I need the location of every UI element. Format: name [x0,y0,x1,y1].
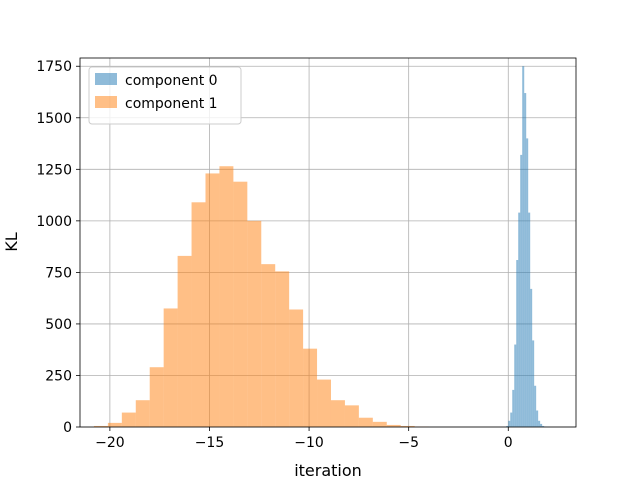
histogram-bar [506,425,509,427]
histogram-bar [330,400,345,427]
x-tick-label: −15 [195,435,225,451]
histogram-bar [524,93,527,428]
histogram-bar [512,389,515,427]
axis-ticks: −20 −15 −10 −5 0 0 250 500 750 1000 1250 1500 1750 [36,59,512,451]
y-tick-label: 1000 [36,214,72,230]
histogram-bar [205,173,220,427]
histogram-bar [536,410,539,427]
y-tick-label: 750 [45,265,72,281]
legend-label: component 0 [125,73,218,89]
histogram-bar [107,422,122,427]
y-tick-label: 0 [63,420,72,436]
y-tick-label: 1250 [36,162,72,178]
histogram-bar [520,154,523,427]
histogram-bar [530,288,533,427]
legend-box [88,66,242,125]
histogram-bar [135,400,150,427]
histogram-bar [532,340,535,427]
histogram-bar [534,385,537,427]
histogram-bar [528,212,531,427]
x-tick-label: −10 [294,435,324,451]
histogram-bar [386,424,401,427]
histogram-bar [233,181,248,427]
histogram-bar [121,412,136,427]
histogram-bar [93,425,108,427]
y-axis-label: KL [2,232,21,251]
histogram-bar [510,412,513,427]
histogram-bar [542,425,545,427]
histogram-bar [540,423,543,427]
series-1-bars [93,166,429,427]
y-tick-label: 1750 [36,59,72,75]
histogram-bar [275,271,290,427]
histogram-bar [219,166,234,427]
histogram-bar [261,264,276,427]
legend: component 0 component 1 [88,66,242,125]
y-tick-label: 1500 [36,111,72,127]
histogram-bar [163,308,178,427]
series-0-bars [506,66,551,428]
legend-swatch [95,73,117,85]
legend-swatch [95,96,117,108]
histogram-bars [93,66,551,428]
histogram-bar [516,260,519,427]
y-tick-label: 250 [45,368,72,384]
x-tick-label: −5 [398,435,419,451]
histogram-bar [177,255,192,427]
histogram-bar [526,138,529,427]
histogram-bar [149,367,164,427]
histogram-bar [522,66,525,427]
histogram-bar [400,425,415,427]
histogram-bar [538,420,541,427]
x-tick-label: −20 [95,435,125,451]
histogram-bar [508,420,511,427]
histogram-bar [247,220,262,427]
histogram-bar [289,309,304,427]
histogram-bar [372,421,387,427]
histogram-bar [191,202,206,427]
histogram-bar [303,348,318,427]
histogram-bar [317,379,331,427]
plot-frame [79,57,577,428]
legend-label: component 1 [125,96,218,112]
histogram-bar [514,344,517,427]
x-tick-label: 0 [504,435,513,451]
histogram-bar [518,212,521,427]
histogram-bar [358,417,373,427]
histogram-bar [344,405,359,427]
x-axis-label: iteration [294,461,362,480]
y-tick-label: 500 [45,317,72,333]
